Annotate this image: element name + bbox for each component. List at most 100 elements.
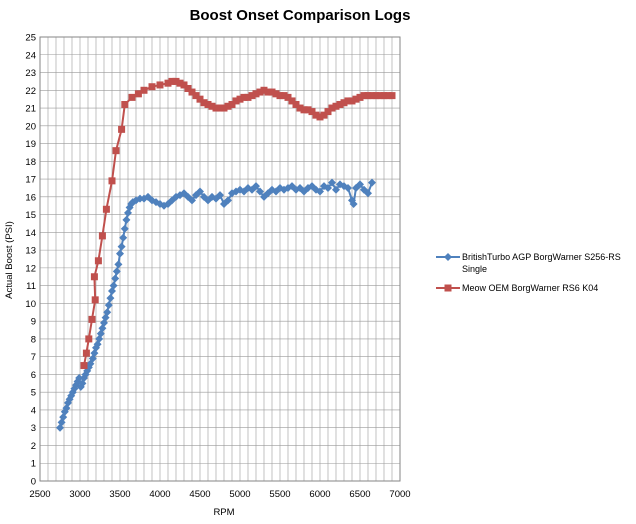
data-point	[260, 86, 268, 94]
data-point	[312, 111, 320, 119]
data-point	[140, 86, 148, 94]
data-point	[196, 95, 204, 103]
data-point	[172, 77, 180, 85]
data-point	[240, 93, 248, 101]
x-tick-label: 5000	[229, 489, 250, 500]
data-point	[444, 253, 452, 261]
data-point	[111, 274, 120, 283]
y-tick-label: 21	[25, 104, 36, 115]
data-point	[224, 102, 232, 110]
y-tick-label: 23	[25, 68, 36, 79]
data-point	[364, 92, 372, 100]
y-axis-label: Actual Boost (PSI)	[4, 221, 15, 299]
y-tick-label: 18	[25, 157, 36, 168]
data-point	[372, 92, 380, 100]
data-point	[272, 90, 280, 98]
y-axis-ticks: 0123456789101112131415161718192021222324…	[25, 33, 36, 488]
y-tick-label: 19	[25, 139, 36, 150]
data-point	[121, 100, 129, 108]
data-point	[109, 281, 118, 290]
data-point	[122, 215, 131, 224]
x-tick-label: 5500	[269, 489, 290, 500]
data-point	[119, 233, 128, 242]
data-point	[176, 79, 184, 87]
y-tick-label: 0	[31, 477, 36, 488]
data-point	[80, 362, 88, 370]
x-axis-ticks: 2500 3000 3500 4000 4500 5000 5500 6000 6500 7000	[29, 489, 410, 500]
data-point	[376, 92, 384, 100]
data-point	[196, 187, 204, 196]
data-point	[368, 92, 376, 100]
data-point	[344, 183, 352, 192]
data-point	[200, 99, 208, 107]
y-tick-label: 20	[25, 121, 36, 132]
data-point	[114, 260, 123, 269]
data-point	[316, 113, 324, 121]
data-point	[349, 199, 358, 208]
y-tick-label: 16	[25, 192, 36, 203]
plot-frame	[39, 36, 401, 482]
x-tick-label: 2500	[29, 489, 50, 500]
y-tick-label: 13	[25, 246, 36, 257]
data-point	[184, 85, 192, 93]
data-point	[288, 97, 296, 105]
series-layer	[56, 77, 396, 432]
x-tick-label: 3000	[69, 489, 90, 500]
data-point	[156, 81, 164, 89]
data-point	[252, 182, 260, 191]
data-point	[256, 88, 264, 96]
x-tick-label: 3500	[109, 489, 130, 500]
data-point	[117, 242, 126, 251]
data-point	[284, 93, 292, 101]
y-tick-label: 8	[31, 334, 36, 345]
data-point	[300, 106, 308, 114]
data-point	[120, 224, 129, 233]
data-point	[388, 92, 396, 100]
data-point	[164, 79, 172, 87]
data-point	[356, 180, 364, 189]
data-point	[256, 187, 264, 196]
data-point	[148, 83, 156, 91]
legend: BritishTurbo AGP BorgWarner S256-RS Singl…	[436, 252, 621, 293]
data-point	[280, 92, 288, 100]
data-point	[336, 100, 344, 108]
y-tick-label: 7	[31, 352, 36, 363]
data-point	[212, 104, 220, 112]
data-point	[248, 92, 256, 100]
data-point	[236, 95, 244, 103]
x-tick-label: 6000	[309, 489, 330, 500]
data-point	[98, 232, 106, 240]
data-point	[320, 111, 328, 119]
data-point	[106, 294, 115, 303]
x-tick-label: 4500	[189, 489, 210, 500]
y-tick-label: 15	[25, 210, 36, 221]
data-point	[188, 88, 196, 96]
data-point	[324, 183, 332, 192]
y-tick-label: 2	[31, 441, 36, 452]
x-axis-label: RPM	[213, 507, 234, 518]
legend-item: Meow OEM BorgWarner RS6 K04	[436, 283, 598, 293]
data-point	[192, 92, 200, 100]
data-point	[102, 205, 110, 213]
y-tick-label: 11	[26, 281, 36, 292]
data-point	[332, 102, 340, 110]
data-point	[384, 92, 392, 100]
data-point	[328, 178, 336, 187]
y-tick-label: 6	[31, 370, 36, 381]
y-tick-label: 4	[31, 405, 36, 416]
data-point	[324, 108, 332, 116]
data-point	[91, 296, 99, 304]
data-point	[204, 100, 212, 108]
data-point	[118, 125, 126, 133]
x-tick-label: 6500	[349, 489, 370, 500]
y-tick-label: 25	[25, 33, 36, 44]
y-tick-label: 14	[25, 228, 36, 239]
data-point	[180, 81, 188, 89]
data-point	[168, 77, 176, 85]
data-point	[348, 97, 356, 105]
data-point	[112, 147, 120, 155]
data-point	[85, 335, 93, 343]
data-point	[360, 92, 368, 100]
